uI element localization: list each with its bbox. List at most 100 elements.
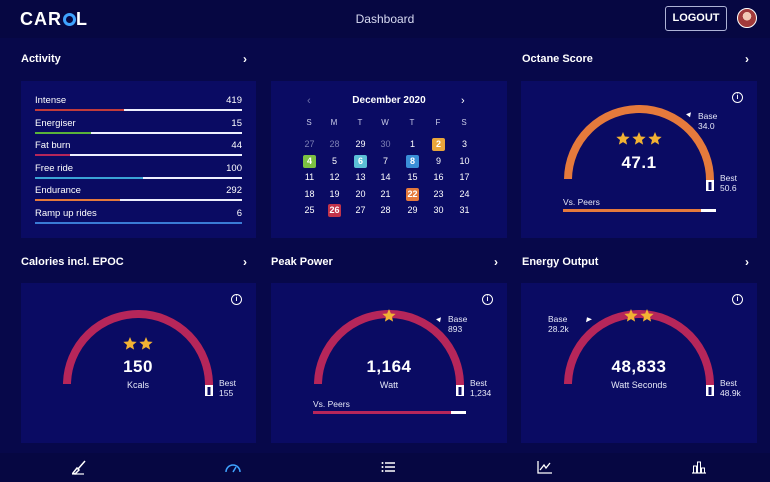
logo-text: CAR bbox=[20, 9, 62, 29]
calendar-day[interactable]: 17 bbox=[459, 172, 470, 182]
activity-label: Fat burn bbox=[35, 140, 71, 151]
calendar-day[interactable]: 24 bbox=[459, 188, 470, 199]
peak-card[interactable]: 1,164 Watt Best 1,234 Base 893 Vs. Peers i bbox=[271, 283, 507, 443]
calendar-day[interactable]: 7 bbox=[382, 155, 388, 166]
octane-base-label: Base bbox=[698, 111, 718, 121]
gauge-icon[interactable] bbox=[224, 459, 242, 475]
activity-card[interactable]: Intense 419 Energiser 15 Fat burn 44 Free ride… bbox=[21, 81, 256, 238]
peak-chevron-icon[interactable]: › bbox=[494, 255, 498, 269]
star-icon bbox=[624, 309, 638, 322]
activity-value: 6 bbox=[236, 207, 242, 219]
activity-title: Activity bbox=[21, 53, 61, 65]
activity-label: Free ride bbox=[35, 162, 74, 174]
calendar-day[interactable]: 29 bbox=[407, 205, 418, 215]
energy-title: Energy Output bbox=[522, 256, 599, 268]
activity-row[interactable]: Energiser 15 bbox=[35, 118, 242, 140]
peak-vs-bar bbox=[313, 411, 466, 414]
activity-row[interactable]: Free ride 100 bbox=[35, 163, 242, 185]
calendar-day[interactable]: 15 bbox=[407, 172, 418, 182]
octane-chevron-icon[interactable]: › bbox=[745, 52, 749, 66]
avatar[interactable] bbox=[737, 8, 757, 28]
calendar-day[interactable]: 22 bbox=[406, 187, 419, 201]
bar-chart-icon[interactable] bbox=[690, 459, 708, 475]
sweep-icon[interactable] bbox=[70, 459, 88, 475]
peak-best: Best 1,234 bbox=[470, 378, 491, 398]
calendar-day[interactable]: 14 bbox=[380, 172, 391, 182]
calendar-day[interactable]: 28 bbox=[380, 205, 391, 215]
activity-bar bbox=[35, 176, 242, 179]
calories-value: 150 bbox=[123, 357, 153, 376]
calories-chevron-icon[interactable]: › bbox=[243, 255, 247, 269]
calendar-day[interactable]: 6 bbox=[354, 154, 367, 168]
calendar-day[interactable]: 8 bbox=[406, 154, 419, 168]
calendar-day[interactable]: 20 bbox=[355, 188, 366, 199]
peak-base: Base 893 bbox=[448, 314, 467, 334]
activity-bar-fill bbox=[35, 221, 242, 224]
list-icon[interactable] bbox=[380, 459, 398, 475]
calendar-day[interactable]: 28 bbox=[329, 139, 340, 149]
calendar-prev-icon[interactable]: ‹ bbox=[307, 95, 311, 107]
calories-card[interactable]: 150 Kcals Best 155 i bbox=[21, 283, 256, 443]
calories-best-label: Best bbox=[219, 378, 237, 388]
calendar-day[interactable]: 2 bbox=[432, 138, 445, 151]
calendar-day[interactable]: 31 bbox=[459, 205, 470, 215]
peak-info-icon[interactable]: i bbox=[482, 294, 493, 305]
peak-base-label: Base bbox=[448, 314, 468, 324]
calendar-day[interactable]: 10 bbox=[459, 155, 470, 166]
energy-unit: Watt Seconds bbox=[611, 380, 667, 390]
activity-row[interactable]: Endurance 292 bbox=[35, 185, 242, 207]
calendar-day[interactable]: 1 bbox=[409, 139, 415, 149]
octane-card[interactable]: 47.1 Best 50.6 Base 34.0 Vs. Peers i bbox=[521, 81, 757, 238]
activity-label: Intense bbox=[35, 95, 67, 106]
calendar-day[interactable]: 29 bbox=[355, 139, 366, 149]
peak-value: 1,164 bbox=[366, 357, 412, 376]
activity-label: Endurance bbox=[35, 185, 81, 196]
calendar-day[interactable]: 21 bbox=[380, 188, 391, 199]
energy-best-label: Best bbox=[720, 378, 738, 388]
calendar-day[interactable]: 5 bbox=[331, 155, 337, 166]
calendar-day[interactable]: 3 bbox=[461, 139, 467, 149]
calendar-day[interactable]: 26 bbox=[328, 204, 341, 217]
line-chart-icon[interactable] bbox=[536, 459, 554, 475]
activity-bar-fill bbox=[35, 199, 120, 201]
calendar-day[interactable]: 18 bbox=[304, 188, 315, 199]
star-icon bbox=[648, 132, 662, 145]
energy-chevron-icon[interactable]: › bbox=[745, 255, 749, 269]
weekday-label: T bbox=[409, 118, 415, 127]
energy-best-marker-gap bbox=[708, 387, 712, 395]
calories-gauge-arc bbox=[63, 310, 214, 387]
calories-info-icon[interactable]: i bbox=[231, 294, 242, 305]
activity-bar-fill bbox=[35, 176, 143, 179]
activity-bar bbox=[35, 221, 242, 224]
calendar-day[interactable]: 27 bbox=[355, 205, 366, 215]
carol-logo[interactable]: CAR L bbox=[20, 9, 88, 30]
calendar-next-icon[interactable]: › bbox=[461, 95, 465, 107]
weekday-label: S bbox=[306, 118, 312, 127]
calendar-day[interactable]: 27 bbox=[304, 139, 315, 149]
energy-card[interactable]: 48,833 Watt Seconds Best 48.9k Base 28.2k i bbox=[521, 283, 757, 443]
calendar-day[interactable]: 30 bbox=[380, 139, 391, 149]
calendar-day[interactable]: 16 bbox=[433, 172, 444, 182]
calendar-day[interactable]: 4 bbox=[303, 154, 316, 168]
activity-row[interactable]: Intense 419 bbox=[35, 95, 242, 117]
octane-base-value: 34.0 bbox=[698, 121, 715, 131]
calendar-day[interactable]: 12 bbox=[329, 172, 340, 182]
calendar-day[interactable]: 19 bbox=[329, 188, 340, 199]
peak-base-value: 893 bbox=[448, 324, 463, 334]
calendar-day[interactable]: 25 bbox=[304, 205, 315, 215]
activity-row[interactable]: Fat burn 44 bbox=[35, 140, 242, 162]
calendar-day[interactable]: 9 bbox=[435, 155, 441, 166]
energy-info-icon[interactable]: i bbox=[732, 294, 743, 305]
activity-chevron-icon[interactable]: › bbox=[243, 52, 247, 66]
star-icon bbox=[382, 309, 396, 322]
activity-bar-fill bbox=[35, 154, 71, 156]
octane-info-icon[interactable]: i bbox=[732, 92, 743, 103]
calendar-day[interactable]: 23 bbox=[433, 188, 444, 199]
peak-vs-label: Vs. Peers bbox=[313, 399, 350, 409]
logout-button[interactable]: LOGOUT bbox=[665, 6, 727, 31]
activity-row[interactable]: Ramp up rides 6 bbox=[35, 208, 242, 230]
calendar-day[interactable]: 11 bbox=[304, 172, 315, 182]
calendar-day[interactable]: 30 bbox=[433, 205, 444, 215]
activity-value: 44 bbox=[231, 140, 242, 151]
calendar-day[interactable]: 13 bbox=[355, 172, 366, 182]
